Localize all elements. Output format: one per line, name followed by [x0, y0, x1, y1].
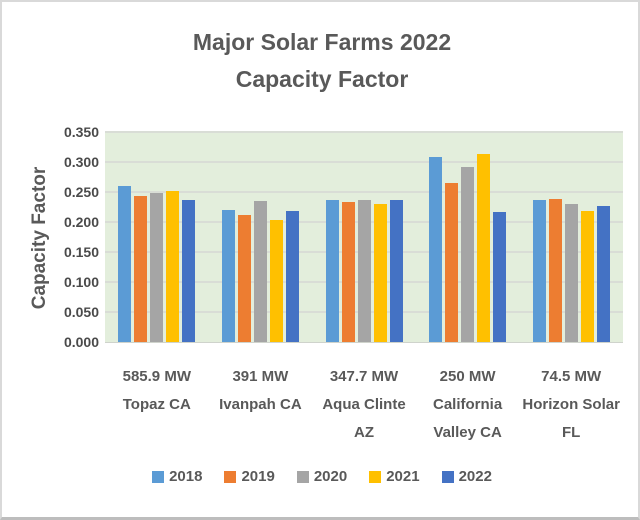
- bar-2022-cat5: [597, 206, 610, 342]
- plot-area: [105, 131, 623, 343]
- bar-2021-cat4: [477, 154, 490, 342]
- bar-2020-cat5: [565, 204, 578, 342]
- gridline: [105, 131, 623, 133]
- bar-2020-cat2: [254, 201, 267, 342]
- legend-label: 2019: [241, 468, 275, 485]
- chart-title-line-1: Major Solar Farms 2022: [192, 29, 452, 55]
- bar-2020-cat1: [150, 193, 163, 342]
- y-tick-label: 0.050: [63, 304, 99, 320]
- legend-swatch-icon: [369, 470, 382, 483]
- x-category-label: 585.9 MW Topaz CA: [122, 368, 191, 413]
- y-tick-label: 0.350: [63, 124, 99, 140]
- legend-label: 2021: [386, 468, 420, 485]
- y-tick-label: 0.100: [63, 274, 99, 290]
- legend-item-2019: 2019: [224, 468, 275, 485]
- bar-2021-cat2: [270, 220, 283, 342]
- gridline: [105, 191, 623, 193]
- x-category-label: 74.5 MW Horizon Solar FL: [522, 368, 620, 441]
- legend-item-2022: 2022: [441, 468, 492, 485]
- bar-2019-cat3: [342, 202, 355, 342]
- legend-swatch-icon: [152, 470, 165, 483]
- bar-2018-cat4: [429, 157, 442, 342]
- y-tick-label: 0.150: [63, 244, 99, 260]
- bar-2020-cat4: [461, 167, 474, 342]
- bar-2022-cat4: [493, 212, 506, 342]
- gridline: [105, 161, 623, 163]
- bar-2019-cat5: [549, 199, 562, 342]
- x-category-label: 391 MW Ivanpah CA: [219, 368, 302, 413]
- legend-item-2018: 2018: [152, 468, 202, 485]
- bar-2022-cat3: [390, 200, 403, 342]
- bar-2018-cat1: [118, 186, 131, 342]
- bar-2019-cat1: [134, 196, 147, 342]
- y-tick-label: 0.300: [63, 154, 99, 170]
- legend-label: 2022: [458, 468, 492, 485]
- bar-2022-cat1: [182, 200, 195, 342]
- legend-swatch-icon: [224, 470, 237, 483]
- legend-label: 2020: [313, 468, 348, 485]
- y-tick-label: 0.200: [63, 214, 99, 230]
- legend-item-2020: 2020: [296, 468, 348, 485]
- x-axis-line: [105, 342, 623, 343]
- bar-2019-cat2: [238, 215, 251, 342]
- y-tick-label: 0.000: [63, 334, 99, 350]
- legend-swatch-icon: [296, 470, 309, 483]
- legend-item-2021: 2021: [369, 468, 420, 485]
- chart-title: Major Solar Farms 2022 Capacity Factor: [2, 24, 638, 98]
- bar-2018-cat3: [326, 200, 339, 342]
- legend: 2018 2019 2020 2021 2022: [2, 468, 638, 485]
- chart-title-line-2: Capacity Factor: [235, 66, 409, 92]
- bar-2019-cat4: [445, 183, 458, 342]
- y-axis-title: Capacity Factor: [29, 166, 50, 310]
- x-category-label: 347.7 MW Aqua Clinte AZ: [322, 368, 406, 441]
- bar-2021-cat3: [374, 204, 387, 342]
- bar-2021-cat1: [166, 191, 179, 342]
- bar-2022-cat2: [286, 211, 299, 342]
- legend-swatch-icon: [441, 470, 454, 483]
- bar-2021-cat5: [581, 211, 594, 342]
- bar-2018-cat2: [222, 210, 235, 342]
- x-category-label: 250 MW California Valley CA: [433, 368, 503, 441]
- legend-label: 2018: [169, 468, 203, 485]
- bar-2020-cat3: [358, 200, 371, 342]
- bar-2018-cat5: [533, 200, 546, 342]
- y-tick-label: 0.250: [63, 184, 99, 200]
